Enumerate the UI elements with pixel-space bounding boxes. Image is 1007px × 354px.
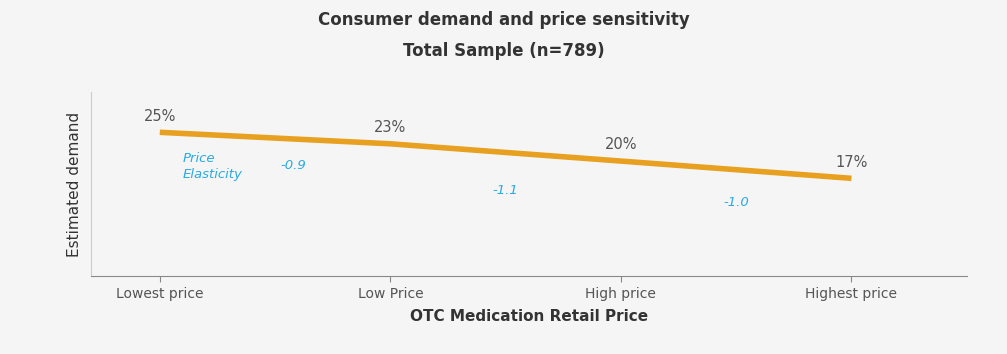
Text: -1.1: -1.1 [492, 184, 519, 197]
Text: -1.0: -1.0 [723, 195, 749, 209]
Text: 17%: 17% [835, 155, 868, 170]
Text: -0.9: -0.9 [281, 159, 306, 172]
Text: 20%: 20% [604, 137, 637, 153]
Text: Total Sample (n=789): Total Sample (n=789) [403, 42, 604, 61]
Text: Price
Elasticity: Price Elasticity [183, 153, 243, 182]
Y-axis label: Estimated demand: Estimated demand [67, 112, 83, 257]
Text: 23%: 23% [375, 120, 407, 135]
Text: 25%: 25% [144, 109, 176, 124]
X-axis label: OTC Medication Retail Price: OTC Medication Retail Price [410, 309, 648, 324]
Text: Consumer demand and price sensitivity: Consumer demand and price sensitivity [317, 11, 690, 29]
